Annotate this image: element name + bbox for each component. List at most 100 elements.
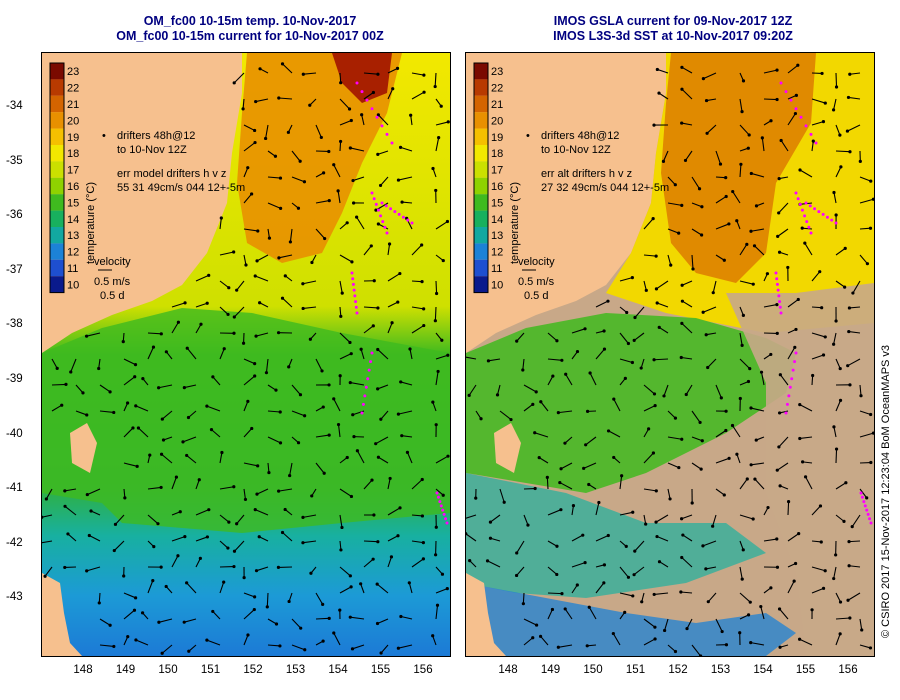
- current-arrow: [435, 605, 439, 620]
- current-arrow-head: [219, 216, 223, 220]
- current-arrow-head: [376, 455, 381, 459]
- drifter-point: [778, 305, 782, 309]
- current-arrow: [682, 534, 693, 542]
- drifter-point: [807, 225, 811, 229]
- current-arrow-head: [323, 236, 327, 241]
- drifter-point: [775, 282, 779, 286]
- current-arrow-head: [445, 219, 450, 224]
- current-arrow-head: [399, 380, 403, 384]
- current-arrow: [243, 167, 249, 178]
- current-arrow-head: [657, 325, 661, 330]
- current-arrow: [147, 580, 154, 594]
- current-arrow-head: [267, 470, 271, 475]
- current-arrow-head: [338, 608, 342, 612]
- current-arrow: [685, 384, 693, 395]
- colorbar-border: [49, 62, 65, 294]
- drifter-point: [370, 107, 374, 111]
- current-arrow-head: [680, 65, 684, 69]
- current-arrow-head: [575, 349, 580, 354]
- current-arrow-head: [376, 113, 380, 117]
- current-arrow: [750, 228, 765, 232]
- current-arrow-head: [198, 556, 202, 560]
- current-arrow-head: [652, 592, 656, 597]
- current-arrow: [291, 410, 305, 417]
- current-arrow-head: [134, 404, 138, 408]
- current-arrow-head: [652, 123, 656, 127]
- current-arrow-head: [186, 415, 191, 420]
- current-arrow: [380, 176, 389, 186]
- current-arrow-head: [276, 331, 281, 335]
- current-arrow: [255, 98, 269, 103]
- current-arrow: [171, 555, 179, 568]
- current-arrow: [45, 488, 53, 500]
- current-arrow-head: [851, 291, 855, 295]
- drifter-marker-left: •: [102, 130, 106, 142]
- current-arrow: [547, 609, 553, 620]
- current-arrow: [799, 638, 813, 646]
- current-arrow-head: [288, 240, 292, 244]
- current-arrow-head: [345, 221, 349, 225]
- current-arrow-head: [434, 525, 438, 529]
- current-arrow: [691, 644, 702, 656]
- current-arrow: [339, 566, 351, 577]
- current-arrow: [219, 514, 230, 523]
- current-arrow: [315, 124, 322, 138]
- current-arrow-head: [232, 315, 236, 319]
- current-arrow: [360, 349, 365, 360]
- current-arrow-head: [134, 638, 138, 642]
- current-arrow: [282, 63, 293, 74]
- current-arrow: [380, 644, 389, 654]
- current-arrow: [243, 634, 249, 646]
- current-arrow-head: [777, 445, 781, 449]
- current-arrow: [387, 556, 392, 568]
- colorbar-swatch: [474, 210, 488, 227]
- current-arrow: [811, 306, 822, 309]
- imos-map-svg: 23 22 21 20 19 18 17 16 15 14 13 12 11 10 temperature…: [466, 53, 874, 656]
- current-arrow-head: [136, 426, 141, 430]
- drifter-point: [381, 220, 385, 224]
- current-arrow-head: [336, 189, 340, 193]
- current-arrow: [267, 410, 281, 413]
- current-arrow: [339, 514, 343, 528]
- drifter-point: [410, 221, 414, 225]
- current-arrow: [171, 536, 186, 542]
- current-arrow-head: [55, 366, 59, 370]
- current-arrow: [195, 479, 200, 490]
- current-arrow: [377, 384, 389, 390]
- current-arrow-head: [257, 535, 261, 539]
- current-arrow: [643, 638, 656, 646]
- current-arrow-head: [514, 573, 519, 578]
- current-arrow: [835, 514, 845, 522]
- current-arrow-head: [264, 136, 268, 141]
- colorbar-tick: 23: [67, 66, 79, 78]
- current-arrow: [715, 384, 722, 399]
- current-arrow-head: [775, 331, 779, 336]
- current-arrow-head: [684, 392, 688, 397]
- drifter-point: [814, 141, 818, 145]
- current-arrow: [233, 306, 245, 318]
- current-arrow-head: [821, 586, 826, 590]
- current-arrow-head: [847, 564, 851, 568]
- current-arrow: [51, 358, 58, 369]
- current-arrow: [751, 172, 765, 178]
- current-arrow-head: [677, 465, 681, 470]
- current-arrow-head: [278, 441, 283, 445]
- drifter-point: [834, 221, 838, 225]
- current-arrow-head: [697, 187, 702, 191]
- current-arrow: [619, 566, 629, 578]
- right-panel-title: IMOS GSLA current for 09-Nov-2017 12Z IM…: [463, 14, 883, 44]
- current-arrow: [123, 592, 136, 599]
- current-arrow-head: [355, 449, 359, 453]
- current-arrow: [859, 644, 871, 649]
- current-arrow-head: [112, 548, 116, 553]
- current-arrow: [681, 356, 693, 360]
- current-arrow: [780, 140, 789, 152]
- current-arrow: [787, 580, 795, 594]
- current-arrow-head: [823, 569, 827, 573]
- current-arrow-head: [847, 540, 851, 544]
- current-arrow: [363, 92, 374, 100]
- current-arrow: [571, 584, 578, 594]
- current-arrow: [804, 242, 813, 256]
- current-arrow-head: [653, 625, 657, 629]
- current-arrow-head: [226, 546, 230, 550]
